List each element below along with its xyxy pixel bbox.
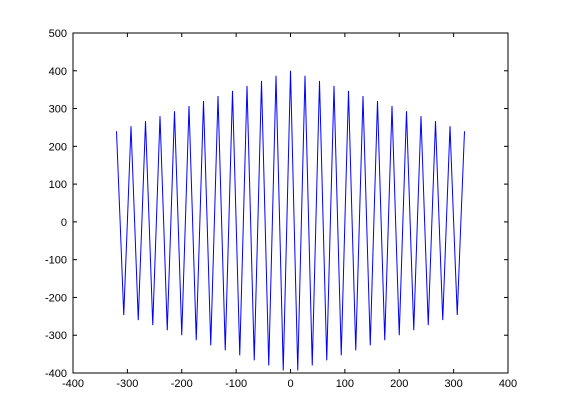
x-tick-label: 300 [444,378,462,390]
y-tick-label: -400 [45,368,67,380]
line-series [116,70,465,371]
y-tick-label: -300 [45,330,67,342]
x-tick-label: -300 [116,378,138,390]
y-tick-label: 200 [49,141,67,153]
x-tick-label: -400 [62,378,84,390]
x-tick-label: 200 [390,378,408,390]
y-tick-label: 300 [49,104,67,116]
x-tick-label: 400 [499,378,517,390]
y-tick-label: 400 [49,66,67,78]
x-tick-label: 100 [336,378,354,390]
y-tick-label: 0 [61,217,67,229]
y-tick-label: 100 [49,179,67,191]
y-tick-label: 500 [49,28,67,40]
y-tick-label: -200 [45,292,67,304]
y-tick-label: -100 [45,255,67,267]
x-tick-label: -200 [171,378,193,390]
x-tick-label: 0 [287,378,293,390]
x-tick-label: -100 [225,378,247,390]
